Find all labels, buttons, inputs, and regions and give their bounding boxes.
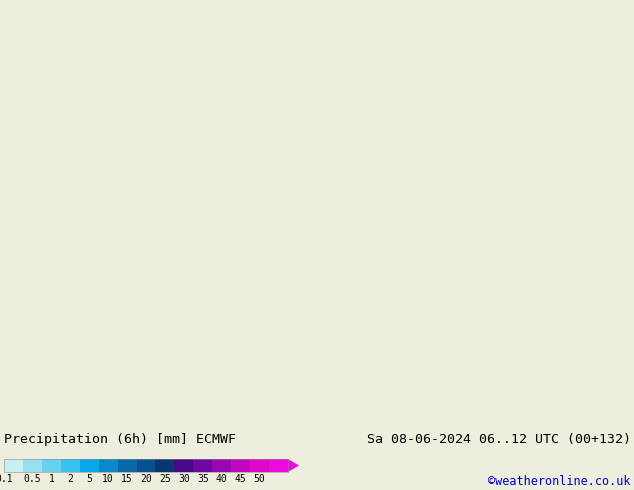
Bar: [99, 459, 117, 472]
Bar: [117, 459, 136, 472]
Text: 30: 30: [178, 473, 190, 484]
Bar: [80, 459, 99, 472]
Text: 35: 35: [197, 473, 209, 484]
Polygon shape: [288, 459, 299, 472]
Bar: [155, 459, 174, 472]
Bar: [193, 459, 212, 472]
Text: ©weatheronline.co.uk: ©weatheronline.co.uk: [489, 475, 631, 488]
Text: Sa 08-06-2024 06..12 UTC (00+132): Sa 08-06-2024 06..12 UTC (00+132): [367, 433, 631, 446]
Bar: [4, 459, 288, 472]
Text: 25: 25: [159, 473, 171, 484]
Bar: [250, 459, 269, 472]
Bar: [212, 459, 231, 472]
Text: 40: 40: [216, 473, 228, 484]
Bar: [42, 459, 61, 472]
Text: 50: 50: [254, 473, 266, 484]
Text: 10: 10: [102, 473, 114, 484]
Text: 45: 45: [235, 473, 247, 484]
Bar: [136, 459, 155, 472]
Bar: [269, 459, 288, 472]
Text: 0.5: 0.5: [23, 473, 41, 484]
Bar: [23, 459, 42, 472]
Text: 15: 15: [121, 473, 133, 484]
Bar: [231, 459, 250, 472]
Text: 0.1: 0.1: [0, 473, 13, 484]
Text: Precipitation (6h) [mm] ECMWF: Precipitation (6h) [mm] ECMWF: [4, 433, 236, 446]
Text: 20: 20: [140, 473, 152, 484]
Text: 2: 2: [67, 473, 73, 484]
Text: 5: 5: [86, 473, 92, 484]
Bar: [174, 459, 193, 472]
Bar: [4, 459, 23, 472]
Text: 1: 1: [48, 473, 55, 484]
Bar: [61, 459, 80, 472]
